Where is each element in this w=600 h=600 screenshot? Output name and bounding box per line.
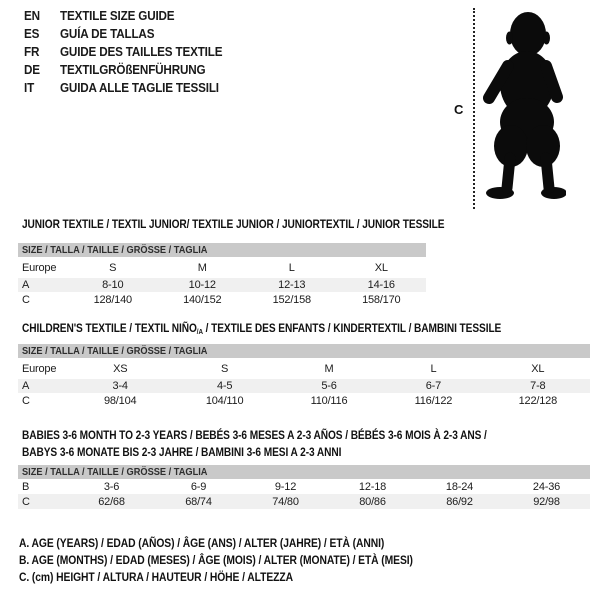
row-label-cell: C [22,293,30,306]
table-row: A 3-4 4-5 5-6 6-7 7-8 [18,379,590,393]
table-cell: XS [113,362,128,375]
table-cell: 24-36 [532,480,561,493]
babies-section-title: BABIES 3-6 MONTH TO 2-3 YEARS / BEBÉS 3-… [22,427,562,461]
row-label-cell: A [22,279,30,291]
row-label-cell: B [22,480,30,493]
table-cell: XL [374,261,388,274]
table-cell: M [324,362,334,375]
table-cell: S [221,362,229,375]
table-cell: 12-13 [278,279,306,291]
table-cell: 122/128 [518,394,558,407]
table-cell: 3-4 [112,380,129,392]
table-cell: 152/158 [272,293,312,306]
row-label-cell: A [22,380,30,392]
table-cell: 104/110 [205,394,244,407]
lang-title: TEXTILE SIZE GUIDE [60,7,175,23]
table-cell: 158/170 [362,293,401,306]
lang-code: FR [24,43,40,59]
lang-code: DE [24,61,40,77]
table-row: C 62/68 68/74 74/80 80/86 86/92 92/98 [18,494,590,509]
legend-line-a: A. AGE (YEARS) / EDAD (AÑOS) / ÂGE (ANS)… [19,536,385,550]
legend-line-c: C. (cm) HEIGHT / ALTURA / HAUTEUR / HÖHE… [19,570,293,585]
row-label-cell: Europe [22,362,57,375]
table-cell: L [430,362,437,375]
table-cell: 6-9 [190,480,207,493]
table-row: B 3-6 6-9 9-12 12-18 18-24 24-36 [18,479,590,494]
height-measure-dotted-line [473,8,475,209]
table-cell: 128/140 [93,293,133,306]
junior-size-table: SIZE / TALLA / TAILLE / GRÖSSE / TAGLIA E… [18,243,426,307]
table-cell: 12-18 [358,480,387,493]
table-cell: 3-6 [103,480,120,493]
table-row: C 98/104 104/110 110/116 116/122 122/128 [18,393,590,408]
junior-section-title: JUNIOR TEXTILE / TEXTIL JUNIOR/ TEXTILE … [22,216,513,233]
table-cell: 6-7 [425,380,442,392]
table-cell: 62/68 [98,495,125,508]
section-title-line: BABYS 3-6 MONATE BIS 2-3 JAHRE / BAMBINI… [22,445,342,459]
lang-code: IT [24,79,35,95]
table-cell: 68/74 [185,495,212,508]
children-section-title: CHILDREN'S TEXTILE / TEXTIL NIÑO/A / TEX… [22,320,579,340]
section-title-line: BABIES 3-6 MONTH TO 2-3 YEARS / BEBÉS 3-… [22,428,487,442]
lang-row-de: DE TEXTILGRÖßENFÜHRUNG [24,60,222,78]
height-measure-label: C [454,102,464,117]
table-cell: 98/104 [103,394,137,407]
row-label-cell: C [22,394,30,407]
lang-title: GUIDA ALLE TAGLIE TESSILI [60,79,219,95]
lang-row-it: IT GUIDA ALLE TAGLIE TESSILI [24,78,222,96]
table-cell: 10-12 [188,279,216,291]
table-row: Europe S M L XL [18,257,426,278]
size-header-bar: SIZE / TALLA / TAILLE / GRÖSSE / TAGLIA [18,465,590,479]
table-cell: 74/80 [272,495,299,508]
lang-row-en: EN TEXTILE SIZE GUIDE [24,6,222,24]
lang-code: ES [24,25,40,41]
size-header-bar: SIZE / TALLA / TAILLE / GRÖSSE / TAGLIA [18,344,590,358]
table-cell: 110/116 [310,394,348,407]
lang-title: GUÍA DE TALLAS [60,25,155,41]
table-cell: 9-12 [274,480,297,493]
language-title-list: EN TEXTILE SIZE GUIDE ES GUÍA DE TALLAS … [24,6,244,96]
legend-line-b: B. AGE (MONTHS) / EDAD (MESES) / ÂGE (MO… [19,553,413,568]
section-title-line: JUNIOR TEXTILE / TEXTIL JUNIOR/ TEXTILE … [22,217,445,231]
table-row: C 128/140 140/152 152/158 158/170 [18,292,426,307]
row-label-cell: C [22,495,30,508]
table-cell: 5-6 [321,380,337,392]
lang-title: GUIDE DES TAILLES TEXTILE [60,43,223,59]
table-cell: 92/98 [533,495,560,508]
table-cell: 14-16 [367,279,395,291]
table-cell: M [197,261,207,274]
table-cell: 8-10 [102,279,124,291]
table-cell: S [109,261,117,274]
table-cell: 116/122 [414,394,453,407]
table-cell: 7-8 [530,380,546,392]
section-title-line: CHILDREN'S TEXTILE / TEXTIL NIÑO/A / TEX… [22,321,502,336]
lang-row-fr: FR GUIDE DES TAILLES TEXTILE [24,42,223,60]
size-header-bar: SIZE / TALLA / TAILLE / GRÖSSE / TAGLIA [18,243,426,257]
table-cell: 86/92 [446,495,473,508]
table-cell: 18-24 [445,480,474,493]
table-row: Europe XS S M L XL [18,358,590,379]
table-cell: 140/152 [183,293,222,306]
table-cell: 80/86 [359,495,386,508]
table-cell: L [288,261,295,274]
table-cell: 4-5 [216,380,233,392]
lang-code: EN [24,7,40,23]
baby-silhouette-icon [483,12,566,199]
table-row: A 8-10 10-12 12-13 14-16 [18,278,426,292]
table-cell: XL [531,362,545,375]
babies-size-table: SIZE / TALLA / TAILLE / GRÖSSE / TAGLIA B… [18,465,590,509]
lang-row-es: ES GUÍA DE TALLAS [24,24,222,42]
legend: A. AGE (YEARS) / EDAD (AÑOS) / ÂGE (ANS)… [19,535,477,587]
lang-title: TEXTILGRÖßENFÜHRUNG [60,61,206,77]
children-size-table: SIZE / TALLA / TAILLE / GRÖSSE / TAGLIA E… [18,344,590,408]
row-label-cell: Europe [22,261,57,274]
